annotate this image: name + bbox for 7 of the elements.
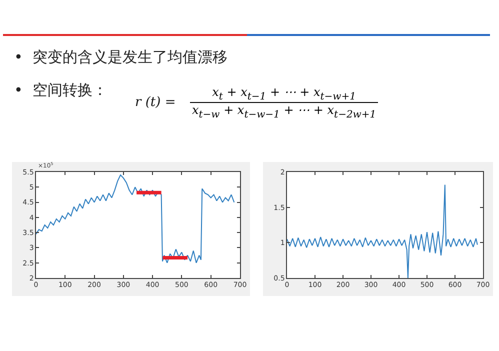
text: r (t) = <box>135 95 176 110</box>
text: • 突变的含义是发生了均值漂移 <box>14 48 228 67</box>
line-series <box>36 174 235 264</box>
text: x$_{t−w}$ + x$_{t−w−1}$ + ⋯ + x$_{t−2w+1}$ <box>191 103 378 121</box>
text: • 空间转换： <box>14 81 108 99</box>
line-series <box>287 184 478 278</box>
text: x$_{t}$ + x$_{t−1}$ + ⋯ + x$_{t−w+1}$ <box>211 85 357 102</box>
